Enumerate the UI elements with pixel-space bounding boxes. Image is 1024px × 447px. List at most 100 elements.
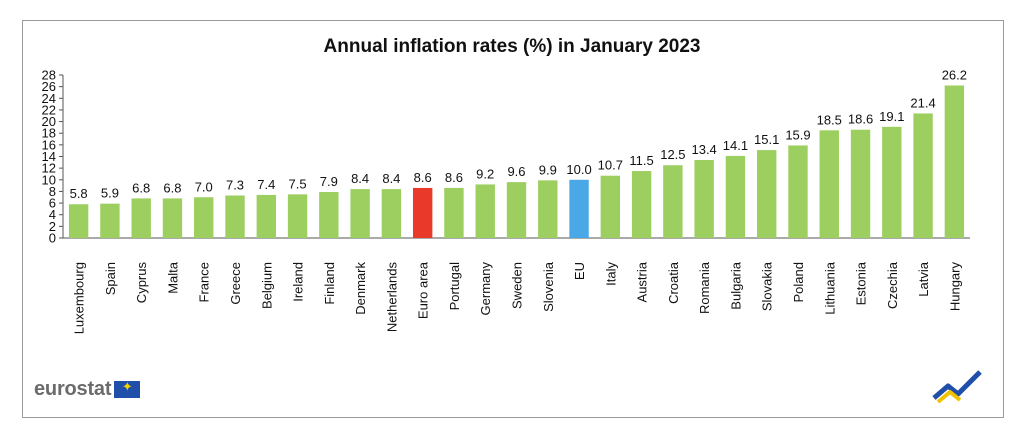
bar: [631, 171, 652, 238]
y-tick-label: 24: [42, 91, 56, 106]
eurostat-logo-text: eurostat: [34, 378, 112, 400]
bar: [725, 155, 746, 238]
x-tick-label: Slovenia: [541, 261, 556, 312]
y-tick-label: 12: [42, 161, 56, 176]
eu-flag-icon: [114, 379, 141, 398]
x-tick-label: Ireland: [291, 262, 306, 302]
x-tick-label: Spain: [103, 262, 118, 295]
bar: [444, 187, 464, 238]
bar: [569, 179, 589, 238]
x-tick-label: Austria: [635, 261, 650, 302]
x-tick-label: Cyprus: [134, 262, 149, 304]
bar: [850, 129, 871, 238]
bar: [882, 126, 902, 238]
x-tick-label: Belgium: [259, 262, 274, 309]
x-tick-label: Netherlands: [384, 262, 399, 333]
y-tick-label: 22: [42, 102, 56, 117]
y-tick-label: 16: [42, 137, 56, 152]
x-tick-label: Euro area: [416, 261, 431, 319]
bar: [194, 197, 214, 238]
x-tick-label: France: [197, 262, 212, 302]
data-label: 7.0: [195, 179, 213, 194]
x-tick-label: Slovakia: [760, 261, 775, 311]
bar: [663, 165, 683, 238]
data-label: 8.4: [351, 171, 369, 186]
bar: [100, 203, 120, 238]
data-label: 18.5: [817, 112, 842, 127]
bar: [913, 113, 933, 238]
data-label: 7.3: [226, 178, 244, 193]
bar: [819, 130, 839, 238]
bar: [162, 198, 183, 238]
bar: [757, 150, 777, 238]
y-tick-label: 14: [42, 149, 56, 164]
x-tick-label: Portugal: [447, 262, 462, 311]
x-tick-label: Greece: [228, 262, 243, 305]
y-tick-label: 4: [49, 207, 56, 222]
bar: [538, 180, 558, 238]
x-tick-label: Poland: [791, 262, 806, 302]
x-tick-label: Italy: [603, 262, 618, 286]
x-tick-label: Finland: [322, 262, 337, 305]
bar: [788, 145, 808, 238]
bar: [412, 187, 433, 238]
bar: [131, 198, 151, 238]
data-label: 5.9: [101, 186, 119, 201]
x-tick-label: Denmark: [353, 262, 368, 315]
y-tick-label: 6: [49, 196, 56, 211]
bar: [944, 85, 965, 238]
data-label: 9.9: [539, 162, 557, 177]
eurostat-chart-mark-icon: [932, 370, 982, 404]
x-tick-label: Romania: [697, 261, 712, 314]
bar: [256, 194, 276, 238]
data-label: 7.5: [289, 176, 307, 191]
data-label: 5.8: [70, 186, 88, 201]
bar: [381, 189, 402, 238]
data-label: 7.9: [320, 174, 338, 189]
x-tick-label: Hungary: [947, 262, 962, 312]
data-label: 8.6: [445, 170, 463, 185]
x-tick-label: Czechia: [885, 261, 900, 309]
data-label: 12.5: [660, 147, 685, 162]
y-tick-label: 8: [49, 184, 56, 199]
x-tick-label: Bulgaria: [728, 261, 743, 309]
data-label: 26.2: [942, 67, 967, 82]
data-label: 11.5: [629, 153, 653, 168]
chart-title: Annual inflation rates (%) in January 20…: [323, 36, 701, 57]
eurostat-logo: eurostat: [34, 378, 141, 401]
data-label: 10.7: [598, 158, 623, 173]
y-tick-label: 26: [42, 79, 56, 94]
bar: [600, 175, 621, 238]
x-tick-label: Lithuania: [822, 261, 837, 315]
data-label: 6.8: [132, 180, 150, 195]
x-tick-label: Latvia: [916, 261, 931, 296]
y-tick-label: 0: [49, 231, 56, 246]
y-tick-label: 20: [42, 114, 56, 129]
x-tick-label: Malta: [165, 261, 180, 294]
bar: [287, 194, 308, 238]
data-label: 14.1: [723, 138, 748, 153]
bar: [319, 192, 339, 238]
bar: [506, 182, 527, 238]
x-tick-label: Estonia: [854, 261, 869, 305]
bar: [475, 184, 495, 238]
data-label: 15.9: [785, 127, 810, 142]
x-tick-label: Croatia: [666, 261, 681, 304]
x-tick-label: Luxembourg: [72, 262, 87, 334]
y-tick-label: 18: [42, 126, 56, 141]
bar: [225, 195, 245, 238]
data-label: 10.0: [566, 162, 591, 177]
data-label: 8.4: [382, 171, 400, 186]
data-label: 15.1: [754, 132, 779, 147]
y-tick-label: 10: [42, 172, 56, 187]
data-label: 19.1: [879, 109, 904, 124]
bar: [694, 159, 714, 238]
x-tick-label: EU: [572, 262, 587, 280]
data-label: 6.8: [163, 180, 181, 195]
data-label: 9.2: [476, 166, 494, 181]
y-tick-label: 28: [42, 68, 56, 83]
y-tick-label: 2: [49, 219, 56, 234]
data-label: 18.6: [848, 112, 873, 127]
data-label: 21.4: [910, 95, 935, 110]
